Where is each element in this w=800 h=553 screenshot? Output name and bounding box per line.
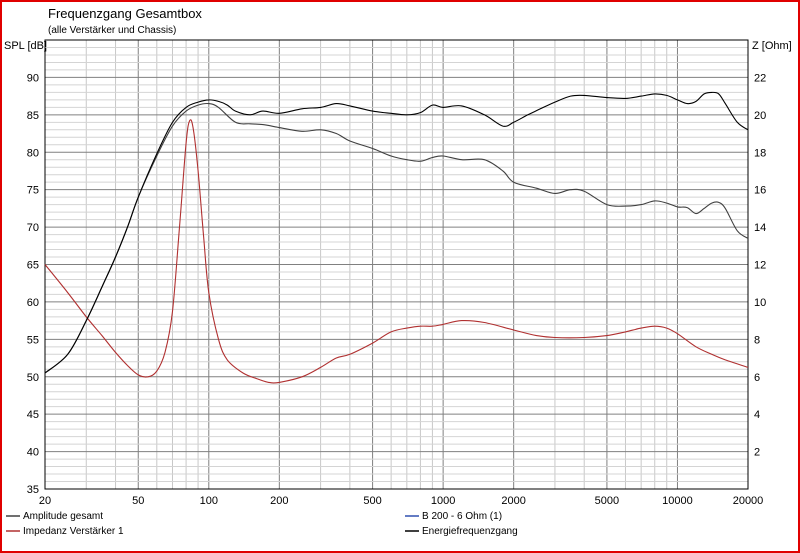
series-line-0 bbox=[44, 102, 749, 374]
x-tick-label: 10000 bbox=[662, 495, 693, 507]
series-line-1 bbox=[44, 119, 749, 384]
y-right-tick-label: 2 bbox=[754, 447, 760, 459]
y-right-tick-label: 18 bbox=[754, 147, 766, 159]
grid bbox=[44, 39, 749, 490]
series-lines bbox=[44, 91, 749, 384]
y-left-tick-label: 85 bbox=[27, 110, 39, 122]
x-tick-label: 5000 bbox=[595, 495, 619, 507]
x-tick-label: 20000 bbox=[733, 495, 764, 507]
tick-labels: 20 50 100 200 500 1000 2000 5000 10000 20000 35 40 4… bbox=[27, 72, 767, 507]
legend-label: Impedanz Verstärker 1 bbox=[23, 526, 124, 537]
y-right-tick-label: 4 bbox=[754, 409, 760, 421]
y-right-tick-label: 8 bbox=[754, 334, 760, 346]
chart-subtitle: (alle Verstärker und Chassis) bbox=[48, 25, 176, 36]
x-tick-label: 2000 bbox=[501, 495, 525, 507]
x-tick-label: 200 bbox=[270, 495, 288, 507]
legend-label: Energiefrequenzgang bbox=[422, 526, 518, 537]
y-left-tick-label: 55 bbox=[27, 334, 39, 346]
y-left-tick-label: 45 bbox=[27, 409, 39, 421]
y-left-tick-label: 65 bbox=[27, 260, 39, 272]
y-left-tick-label: 80 bbox=[27, 147, 39, 159]
y-right-tick-label: 16 bbox=[754, 185, 766, 197]
chart-title: Frequenzgang Gesamtbox bbox=[48, 6, 202, 21]
x-tick-label: 20 bbox=[39, 495, 51, 507]
y-left-tick-label: 60 bbox=[27, 297, 39, 309]
y-left-tick-label: 35 bbox=[27, 484, 39, 496]
y-left-tick-label: 40 bbox=[27, 447, 39, 459]
y-right-tick-label: 20 bbox=[754, 110, 766, 122]
legend-label: B 200 - 6 Ohm (1) bbox=[422, 511, 502, 522]
y-right-tick-label: 14 bbox=[754, 222, 766, 234]
x-tick-label: 500 bbox=[363, 495, 381, 507]
y-left-tick-label: 50 bbox=[27, 372, 39, 384]
y-right-tick-label: 22 bbox=[754, 72, 766, 84]
y-axis-right-label: Z [Ohm] bbox=[752, 40, 792, 52]
series-line-3 bbox=[44, 91, 749, 374]
x-tick-label: 100 bbox=[200, 495, 218, 507]
legend-label: Amplitude gesamt bbox=[23, 511, 103, 522]
y-left-tick-label: 70 bbox=[27, 222, 39, 234]
legend: Amplitude gesamt Impedanz Verstärker 1 B 2… bbox=[6, 511, 518, 537]
y-right-tick-label: 12 bbox=[754, 260, 766, 272]
x-tick-label: 50 bbox=[132, 495, 144, 507]
y-right-tick-label: 6 bbox=[754, 372, 760, 384]
y-left-tick-label: 75 bbox=[27, 185, 39, 197]
x-tick-label: 1000 bbox=[431, 495, 455, 507]
y-right-tick-label: 10 bbox=[754, 297, 766, 309]
y-axis-left-label: SPL [dB] bbox=[4, 40, 47, 52]
y-left-tick-label: 90 bbox=[27, 72, 39, 84]
